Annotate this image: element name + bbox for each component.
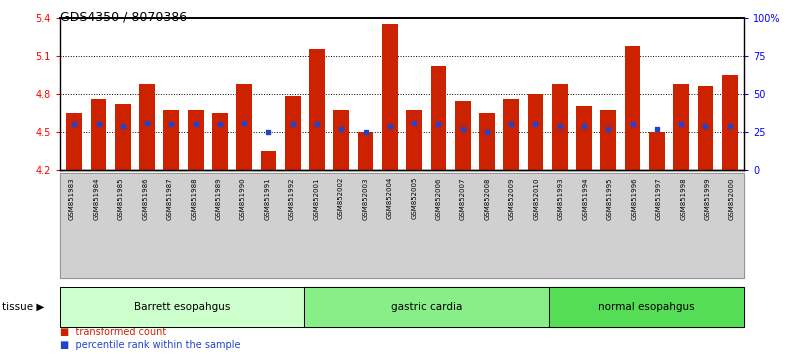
Bar xyxy=(285,96,301,170)
Text: GSM852010: GSM852010 xyxy=(533,177,540,219)
Text: GSM851992: GSM851992 xyxy=(289,177,295,219)
Text: GSM851986: GSM851986 xyxy=(142,177,148,219)
Bar xyxy=(139,84,155,170)
Text: GSM852002: GSM852002 xyxy=(338,177,344,219)
Bar xyxy=(649,132,665,170)
Text: GSM851988: GSM851988 xyxy=(191,177,197,219)
Bar xyxy=(503,99,519,170)
Bar xyxy=(722,75,738,170)
Bar xyxy=(115,104,131,170)
Text: GSM852004: GSM852004 xyxy=(387,177,392,219)
Bar xyxy=(479,113,495,170)
Bar xyxy=(576,107,592,170)
Text: GSM851985: GSM851985 xyxy=(118,177,124,219)
Text: tissue ▶: tissue ▶ xyxy=(2,302,45,312)
Text: GSM851995: GSM851995 xyxy=(607,177,613,219)
Text: GSM852008: GSM852008 xyxy=(485,177,490,219)
Text: GSM851999: GSM851999 xyxy=(704,177,711,219)
Bar xyxy=(455,101,470,170)
Text: GSM851991: GSM851991 xyxy=(264,177,271,219)
Bar xyxy=(163,110,179,170)
Bar xyxy=(309,50,325,170)
Text: GSM851983: GSM851983 xyxy=(69,177,75,219)
Bar xyxy=(431,66,447,170)
Text: GSM851996: GSM851996 xyxy=(631,177,638,219)
Text: GSM852009: GSM852009 xyxy=(509,177,515,219)
Bar xyxy=(91,99,107,170)
Bar xyxy=(334,110,349,170)
Bar xyxy=(673,84,689,170)
Bar xyxy=(357,132,373,170)
Text: GDS4350 / 8070386: GDS4350 / 8070386 xyxy=(60,11,187,24)
Text: ■  transformed count: ■ transformed count xyxy=(60,327,166,337)
Bar xyxy=(260,151,276,170)
Text: GSM851987: GSM851987 xyxy=(166,177,173,219)
Bar xyxy=(382,24,398,170)
Text: GSM851993: GSM851993 xyxy=(558,177,564,219)
Bar xyxy=(625,46,641,170)
Bar xyxy=(406,110,422,170)
Text: GSM852000: GSM852000 xyxy=(729,177,735,219)
Text: GSM852006: GSM852006 xyxy=(435,177,442,219)
Bar xyxy=(697,86,713,170)
Bar xyxy=(188,110,204,170)
Text: GSM852003: GSM852003 xyxy=(362,177,369,219)
Text: GSM851994: GSM851994 xyxy=(583,177,588,219)
Bar xyxy=(236,84,252,170)
Text: GSM851984: GSM851984 xyxy=(93,177,100,219)
Text: GSM851998: GSM851998 xyxy=(680,177,686,219)
Text: GSM852001: GSM852001 xyxy=(314,177,319,219)
Bar xyxy=(528,94,544,170)
Text: normal esopahgus: normal esopahgus xyxy=(598,302,695,312)
Bar xyxy=(212,113,228,170)
Text: gastric cardia: gastric cardia xyxy=(391,302,462,312)
Bar xyxy=(600,110,616,170)
Bar xyxy=(552,84,568,170)
Text: ■  percentile rank within the sample: ■ percentile rank within the sample xyxy=(60,341,240,350)
Text: GSM852005: GSM852005 xyxy=(412,177,417,219)
Bar xyxy=(66,113,82,170)
Text: GSM851990: GSM851990 xyxy=(240,177,246,219)
Text: Barrett esopahgus: Barrett esopahgus xyxy=(134,302,230,312)
Text: GSM851989: GSM851989 xyxy=(216,177,221,219)
Text: GSM852007: GSM852007 xyxy=(460,177,466,219)
Text: GSM851997: GSM851997 xyxy=(656,177,661,219)
